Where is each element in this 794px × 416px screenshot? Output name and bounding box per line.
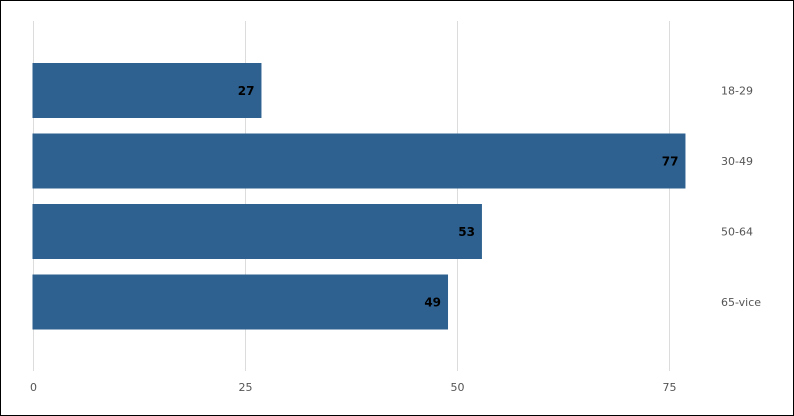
data-label: 27 bbox=[238, 84, 255, 98]
x-tick-label: 0 bbox=[30, 381, 37, 394]
category-label: 50-64 bbox=[721, 226, 753, 239]
bars bbox=[32, 63, 686, 330]
x-axis-ticks: 0 25 50 75 bbox=[30, 381, 677, 394]
category-label: 65-vice bbox=[721, 296, 761, 309]
data-label: 77 bbox=[662, 155, 679, 169]
category-label: 18-29 bbox=[721, 85, 753, 98]
category-labels: 18-29 30-49 50-64 65-vice bbox=[721, 85, 761, 310]
x-tick-label: 50 bbox=[451, 381, 465, 394]
bar-30-49 bbox=[32, 133, 686, 189]
bar-50-64 bbox=[32, 204, 482, 259]
bar-18-29 bbox=[32, 63, 262, 118]
x-tick-label: 75 bbox=[663, 381, 677, 394]
x-tick-label: 25 bbox=[239, 381, 253, 394]
data-label: 53 bbox=[458, 225, 475, 239]
category-label: 30-49 bbox=[721, 155, 753, 168]
data-labels: 27 77 53 49 bbox=[238, 84, 679, 310]
bar-65-vice bbox=[32, 274, 449, 330]
data-label: 49 bbox=[424, 296, 441, 310]
